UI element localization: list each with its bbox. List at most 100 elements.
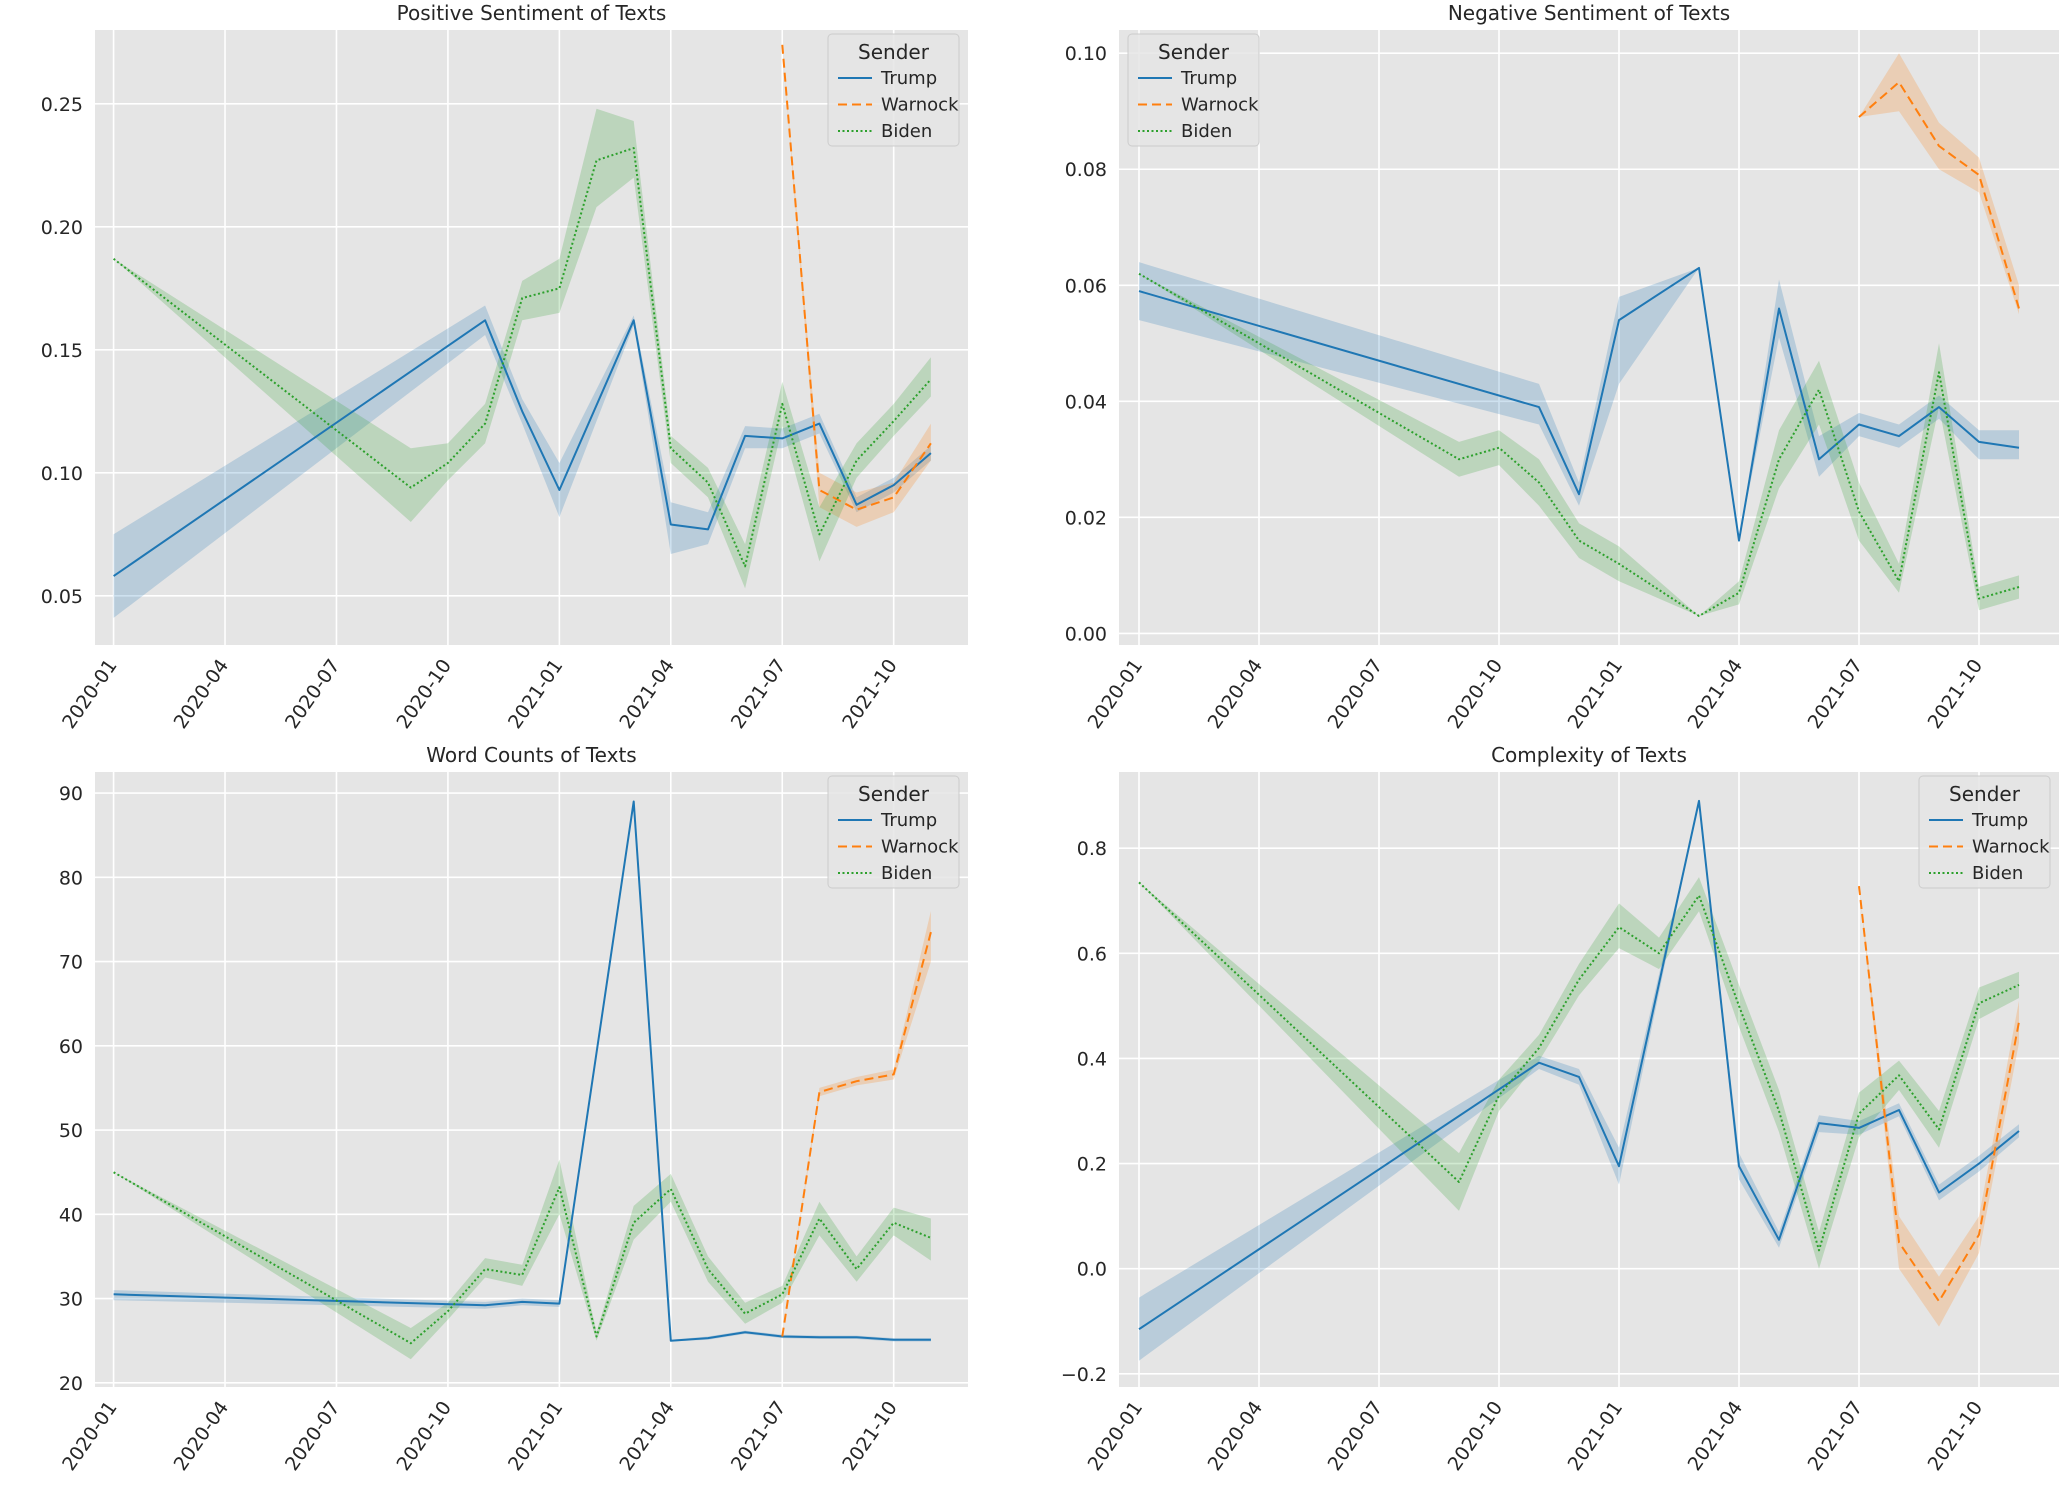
ci-band-trump (1139, 800, 2019, 1361)
legend-label-biden: Biden (881, 121, 932, 142)
series-line-biden (113, 1171, 932, 1345)
x-tick-label: 2020-10 (392, 655, 456, 733)
legend: Sender Trump Warnock Biden (1918, 775, 2051, 889)
x-tick-label: 2021-01 (504, 655, 568, 733)
y-tick-label: 0.04 (1065, 391, 1107, 413)
ci-band-warnock (1859, 886, 2019, 1327)
y-tick-label: 0.20 (41, 217, 83, 239)
chart-title: Complexity of Texts (1491, 743, 1687, 767)
legend-box (827, 775, 960, 889)
x-tick-label: 2020-10 (392, 1397, 456, 1475)
y-tick-label: 80 (59, 867, 83, 889)
y-tick-label: 0.10 (1065, 43, 1107, 65)
x-tick-label: 2021-01 (504, 1397, 568, 1475)
ci-band-biden (1139, 877, 2019, 1269)
legend-title: Sender (1949, 782, 2021, 806)
series-line-biden (1138, 272, 2020, 617)
chart-title: Negative Sentiment of Texts (1448, 1, 1730, 25)
y-tick-label: 0.00 (1065, 623, 1107, 645)
x-tick-label: 2020-01 (58, 655, 122, 733)
legend: Sender Trump Warnock Biden (827, 775, 960, 889)
series-line-trump (113, 319, 932, 577)
x-tick-label: 2021-07 (727, 1397, 791, 1475)
legend-title: Sender (858, 40, 930, 64)
y-tick-label: 30 (59, 1289, 83, 1311)
x-tick-label: 2020-01 (1084, 1397, 1148, 1475)
y-tick-label: 60 (59, 1036, 83, 1058)
legend-label-biden: Biden (881, 863, 932, 884)
series-line-warnock (1858, 885, 2020, 1303)
y-tick-label: 0.6 (1077, 943, 1107, 965)
legend: Sender Trump Warnock Biden (1127, 33, 1260, 147)
chart-panel-3: 20 30 40 50 60 70 80 90 2020-01 2020-04 2020-07 202… (58, 743, 968, 1475)
chart-title: Positive Sentiment of Texts (397, 1, 667, 25)
x-tick-label: 2021-01 (1564, 1397, 1628, 1475)
x-tick-label: 2020-01 (1084, 655, 1148, 733)
y-tick-label: 0.15 (41, 340, 83, 362)
series-line-trump (1138, 266, 2020, 542)
x-tick-label: 2021-10 (1924, 1397, 1988, 1475)
y-tick-label: 0.8 (1077, 838, 1107, 860)
x-tick-label: 2020-01 (58, 1397, 122, 1475)
legend-label-trump: Trump (1180, 68, 1237, 89)
y-tick-label: 0.06 (1065, 275, 1107, 297)
legend-label-trump: Trump (880, 810, 937, 831)
x-tick-label: 2021-01 (1564, 655, 1628, 733)
legend-label-trump: Trump (1971, 810, 2028, 831)
x-tick-label: 2021-07 (1804, 1397, 1868, 1475)
x-tick-label: 2020-07 (1324, 655, 1388, 733)
legend-label-biden: Biden (1181, 121, 1232, 142)
x-tick-label: 2020-10 (1444, 1397, 1508, 1475)
y-tick-label: 0.2 (1077, 1154, 1107, 1176)
x-tick-label: 2021-04 (615, 1397, 679, 1475)
y-tick-label: 0.25 (41, 94, 83, 116)
legend-label-trump: Trump (880, 68, 937, 89)
legend-label-biden: Biden (1972, 863, 2023, 884)
ci-band-warnock (1859, 53, 2019, 315)
x-tick-label: 2020-04 (170, 655, 234, 733)
series-line-biden (112, 147, 932, 568)
x-tick-label: 2021-07 (727, 655, 791, 733)
chart-title: Word Counts of Texts (426, 743, 636, 767)
x-tick-label: 2020-04 (1204, 655, 1268, 733)
legend-box (827, 33, 960, 147)
chart-panel-4: −0.2 0.0 0.2 0.4 0.6 0.8 2020-01 2020-04 2020-07… (1061, 743, 2059, 1475)
x-tick-label: 2021-04 (1684, 655, 1748, 733)
x-tick-label: 2020-04 (1204, 1397, 1268, 1475)
ci-band-warnock (782, 44, 931, 527)
x-tick-label: 2020-07 (281, 655, 345, 733)
y-tick-label: 0.05 (41, 586, 83, 608)
y-tick-label: 50 (59, 1120, 83, 1142)
legend-box (1127, 33, 1260, 147)
y-tick-label: 0.02 (1065, 507, 1107, 529)
y-tick-label: 90 (59, 783, 83, 805)
ci-band-trump (113, 305, 931, 618)
y-tick-label: 40 (59, 1204, 83, 1226)
y-tick-label: 0.10 (41, 463, 83, 485)
x-tick-label: 2020-07 (281, 1397, 345, 1475)
series-line-warnock (781, 44, 932, 511)
ci-band-biden (1139, 273, 2019, 616)
chart-panel-2: 0.00 0.02 0.04 0.06 0.08 0.10 2020-01 2020-04 20… (1065, 1, 2059, 733)
x-tick-label: 2021-10 (838, 655, 902, 733)
x-tick-label: 2020-04 (170, 1397, 234, 1475)
series-line-warnock (1858, 81, 2020, 309)
y-tick-label: 20 (59, 1373, 83, 1395)
ci-band-trump (1139, 262, 2019, 541)
legend-title: Sender (1158, 40, 1230, 64)
legend-label-warnock: Warnock (1972, 837, 2050, 858)
y-tick-label: 0.08 (1065, 159, 1107, 181)
y-tick-label: 70 (59, 952, 83, 974)
plot-background (95, 772, 968, 1387)
x-tick-label: 2020-07 (1324, 1397, 1388, 1475)
legend: Sender Trump Warnock Biden (827, 33, 960, 147)
x-tick-label: 2021-04 (1684, 1397, 1748, 1475)
ci-band-biden (113, 1159, 931, 1360)
chart-panel-1: 0.05 0.10 0.15 0.20 0.25 2020-01 2020-04 2020-0… (41, 1, 968, 733)
x-tick-label: 2020-10 (1444, 655, 1508, 733)
x-tick-label: 2021-07 (1804, 655, 1868, 733)
legend-label-warnock: Warnock (881, 837, 959, 858)
x-tick-label: 2021-10 (1924, 655, 1988, 733)
legend-box (1918, 775, 2051, 889)
